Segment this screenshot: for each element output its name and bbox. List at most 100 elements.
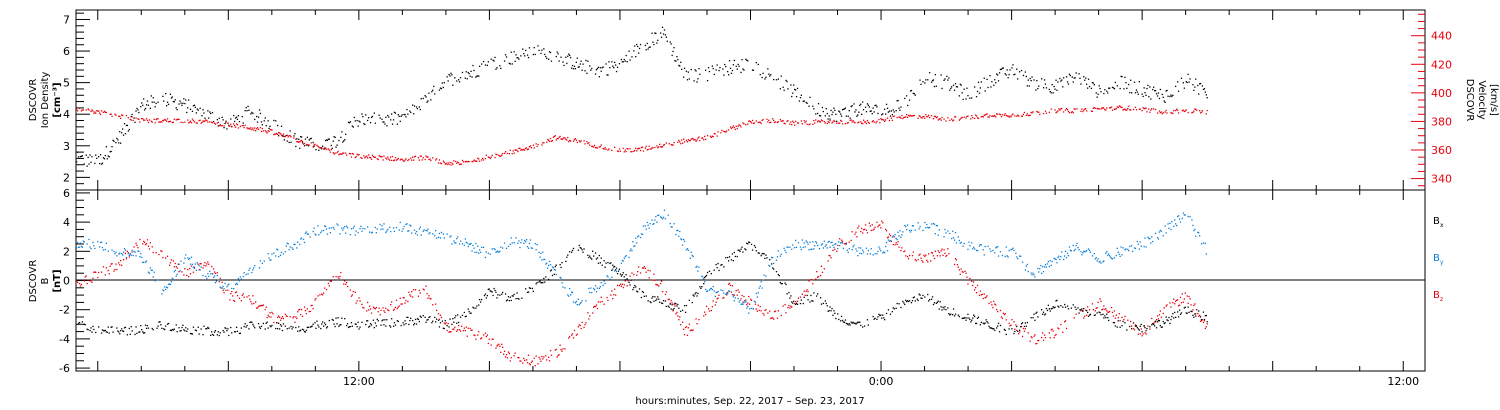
velocity-point: [935, 117, 937, 119]
bz-point: [603, 303, 605, 305]
velocity-point: [157, 118, 159, 120]
by-point: [1013, 249, 1015, 252]
velocity-point: [1054, 109, 1056, 111]
velocity-point: [657, 147, 659, 149]
bz-point: [934, 250, 936, 252]
bx-point: [374, 322, 376, 324]
velocity-point: [455, 160, 457, 163]
by-point: [326, 233, 329, 235]
by-point: [594, 285, 597, 287]
bx-point: [356, 326, 358, 328]
bx-point: [1184, 306, 1186, 308]
by-point: [1078, 249, 1080, 251]
by-point: [1121, 254, 1123, 256]
velocity-point: [663, 144, 666, 146]
bz-point: [705, 313, 707, 316]
by-point: [1085, 250, 1087, 253]
density-point: [1136, 91, 1138, 93]
bz-point: [887, 236, 890, 238]
density-point: [383, 121, 385, 123]
velocity-point: [1018, 115, 1020, 117]
bx-point: [580, 247, 582, 249]
density-point: [150, 95, 152, 97]
bx-point: [165, 325, 167, 327]
velocity-point: [130, 119, 132, 121]
density-point: [838, 110, 840, 112]
bx-point: [1034, 319, 1036, 321]
density-point: [590, 69, 592, 71]
velocity-point: [447, 162, 449, 164]
bz-point: [526, 359, 528, 361]
bx-point: [544, 281, 546, 283]
velocity-point: [201, 121, 203, 123]
bz-point: [398, 305, 400, 307]
density-point: [738, 65, 740, 67]
bz-point: [914, 259, 916, 261]
bx-point: [810, 294, 812, 297]
by-point: [640, 233, 643, 235]
bz-point: [1015, 324, 1017, 326]
density-point: [468, 73, 470, 75]
by-point: [346, 225, 348, 227]
bx-point: [975, 322, 978, 325]
velocity-point: [184, 121, 186, 123]
density-point: [931, 80, 934, 82]
density-point: [1052, 92, 1054, 94]
velocity-point: [413, 156, 416, 158]
velocity-point: [827, 120, 829, 123]
by-point: [1167, 223, 1169, 225]
velocity-point: [290, 136, 292, 138]
bz-point: [448, 331, 450, 333]
bz-point: [1127, 319, 1129, 321]
velocity-point: [456, 162, 458, 164]
by-point: [577, 298, 579, 300]
velocity-point: [536, 145, 538, 148]
by-point: [625, 255, 627, 257]
velocity-point: [231, 126, 233, 128]
by-point: [972, 248, 974, 250]
density-point: [922, 81, 924, 83]
density-point: [464, 77, 466, 79]
density-point: [1163, 100, 1165, 102]
by-point: [409, 224, 411, 226]
bz-point: [868, 222, 870, 224]
bz-point: [577, 326, 579, 328]
bx-point: [763, 253, 765, 255]
bx-point: [872, 315, 874, 318]
velocity-point: [234, 125, 236, 127]
bx-point: [192, 326, 195, 328]
bx-point: [636, 290, 638, 292]
velocity-point: [477, 157, 479, 159]
bz-point: [213, 271, 216, 273]
density-point: [124, 133, 127, 135]
velocity-point: [656, 145, 658, 147]
bx-point: [231, 332, 233, 334]
by-point: [511, 242, 513, 244]
bx-point: [1057, 305, 1059, 307]
density-point: [572, 68, 575, 70]
by-point: [571, 291, 574, 294]
bx-point: [905, 299, 907, 301]
bx-point: [468, 310, 470, 313]
bz-point: [1050, 329, 1052, 331]
bx-point: [831, 307, 833, 310]
velocity-point: [1044, 110, 1047, 112]
bx-point: [141, 329, 143, 331]
density-point: [1050, 92, 1052, 94]
bz-point: [866, 232, 869, 234]
density-point: [862, 101, 864, 103]
density-point: [798, 100, 801, 102]
bx-point: [397, 320, 399, 323]
bx-point: [590, 257, 592, 259]
bz-point: [1206, 323, 1208, 325]
by-point: [1108, 253, 1110, 255]
density-point: [384, 123, 386, 125]
bx-point: [734, 255, 736, 258]
by-point: [866, 253, 869, 255]
bx-point: [1037, 316, 1039, 318]
velocity-point: [494, 156, 496, 159]
bx-point: [202, 334, 204, 336]
by-point: [969, 245, 971, 247]
bx-point: [486, 295, 488, 297]
density-point: [387, 114, 389, 117]
